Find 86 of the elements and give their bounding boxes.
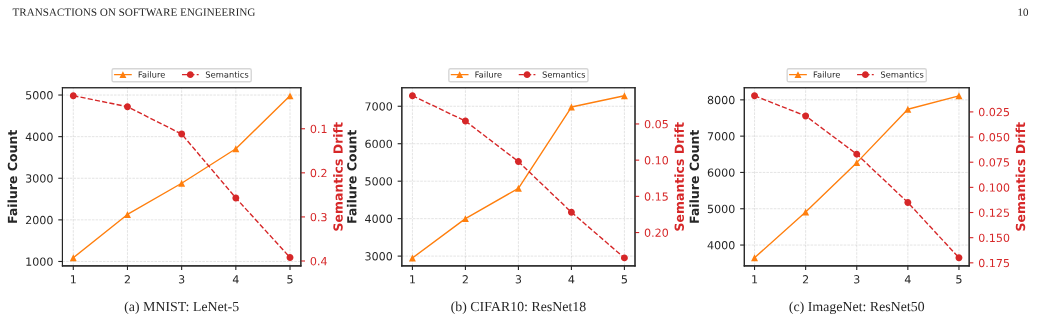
y-tick-label: 5000	[707, 204, 735, 214]
y-tick-label: 6000	[707, 168, 735, 177]
text: TRANSACTIONS ON SOFTWARE ENGINEERING	[12, 8, 256, 16]
point	[461, 215, 469, 223]
text: (a) MNIST: LeNet-5	[124, 301, 239, 315]
x-tick-label: 1	[70, 275, 76, 284]
point	[904, 105, 912, 113]
point	[461, 117, 469, 125]
x-tick-label: 3	[178, 275, 185, 284]
point	[69, 92, 77, 100]
x-tick-label: 4	[232, 275, 239, 284]
legend-label: Semantics	[880, 71, 924, 78]
point	[232, 194, 240, 202]
point	[286, 254, 294, 261]
y2-tick-label: 0.2	[310, 168, 327, 178]
text: 10	[1018, 8, 1029, 16]
x-tick-label: 2	[462, 275, 468, 284]
y-tick-label: 3000	[26, 174, 53, 183]
point	[178, 130, 186, 138]
point	[286, 92, 294, 100]
point	[567, 208, 575, 216]
text: (c) ImageNet: ResNet50	[789, 301, 925, 315]
point	[904, 198, 912, 206]
point	[124, 210, 131, 218]
y2-tick-label: 0.20	[644, 228, 669, 237]
y-tick-label: 5000	[365, 177, 393, 186]
x-tick-label: 1	[410, 275, 415, 284]
point	[514, 184, 522, 192]
x-tick-label: 5	[287, 275, 293, 284]
point	[124, 103, 131, 111]
y2-tick-label: 0.025	[978, 107, 1010, 117]
y2-axis-title: Semantics Drift	[333, 122, 343, 231]
y-tick-label: 7000	[707, 132, 735, 141]
y2-tick-label: 0.15	[644, 192, 668, 201]
y-tick-label: 3000	[365, 252, 393, 261]
x-tick-label: 4	[568, 275, 575, 284]
point	[514, 158, 522, 166]
y-axis-title: Failure Count	[7, 129, 18, 223]
legend-label: Failure	[475, 71, 502, 78]
x-tick-label: 2	[802, 275, 809, 284]
x-tick-label: 2	[124, 275, 130, 284]
y-tick-label: 7000	[365, 102, 393, 111]
y-tick-label: 2000	[25, 215, 53, 225]
y2-tick-label: 0.100	[978, 183, 1010, 192]
y-tick-label: 1000	[26, 257, 53, 266]
point	[620, 92, 628, 100]
x-tick-label: 3	[515, 275, 522, 284]
y-tick-label: 4000	[365, 214, 393, 224]
x-tick-label: 4	[904, 275, 911, 284]
point	[955, 92, 963, 100]
y2-tick-label: 0.075	[978, 158, 1010, 167]
y2-tick-label: 0.150	[978, 233, 1010, 243]
legend-label: Semantics	[542, 71, 586, 78]
point	[751, 254, 759, 262]
x-tick-label: 1	[752, 275, 758, 284]
y2-tick-label: 0.125	[978, 208, 1010, 217]
y-axis-title: Failure Count	[346, 129, 357, 223]
point	[751, 92, 759, 100]
point	[178, 179, 186, 187]
point	[955, 254, 963, 262]
point	[853, 150, 861, 158]
y2-tick-label: 0.05	[644, 119, 668, 129]
y2-axis-title: Semantics Drift	[1015, 122, 1026, 231]
y2-axis-title: Semantics Drift	[674, 122, 685, 231]
y2-tick-label: 0.10	[644, 156, 669, 165]
y-tick-label: 4000	[25, 132, 53, 142]
y2-tick-label: 0.4	[310, 256, 327, 266]
y-tick-label: 5000	[26, 91, 53, 100]
legend-label: Semantics	[205, 71, 249, 78]
y-tick-label: 8000	[707, 95, 735, 105]
legend-label: Failure	[138, 71, 165, 78]
y-axis-title: Failure Count	[689, 129, 700, 223]
y-tick-label: 4000	[707, 241, 735, 250]
x-tick-label: 3	[854, 275, 860, 284]
x-tick-label: 5	[621, 275, 627, 284]
point	[408, 92, 416, 100]
text: (b) CIFAR10: ResNet18	[451, 301, 586, 315]
point	[620, 254, 628, 262]
y-tick-label: 6000	[365, 139, 393, 149]
y2-tick-label: 0.050	[978, 133, 1010, 142]
point	[802, 112, 810, 120]
y2-tick-label: 0.175	[978, 258, 1010, 268]
legend-label: Failure	[813, 71, 840, 78]
x-tick-label: 5	[956, 275, 962, 284]
y2-tick-label: 0.1	[310, 124, 327, 134]
y2-tick-label: 0.3	[310, 212, 327, 222]
